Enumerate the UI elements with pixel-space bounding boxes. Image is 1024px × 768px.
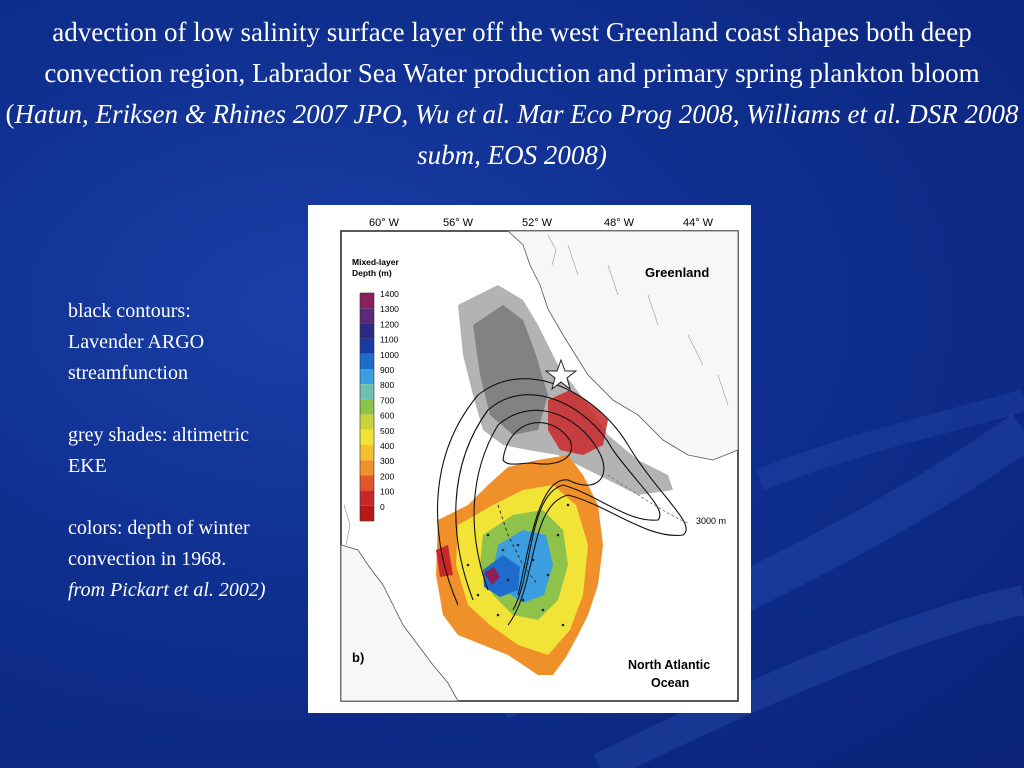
legend-level-label: 900 [380,365,394,375]
legend-level-label: 400 [380,441,394,451]
mld-legend: 1400130012001100100090080070060050040030… [359,289,399,522]
legend-swatch [360,353,374,369]
legend-level-label: 500 [380,426,394,436]
legend-level-label: 600 [380,411,394,421]
coast-detail [547,234,729,406]
caption-source: from Pickart et al. 2002) [68,579,266,601]
eke-shading-core [473,305,548,435]
legend-swatch [360,445,374,461]
legend-level-label: 1400 [380,289,399,299]
mld-field-1400 [484,567,500,585]
caption-line: grey shades: altimetric [68,424,250,446]
legend-level-label: 300 [380,456,394,466]
legend-title: Mixed-layer [352,257,399,267]
legend-level-label: 0 [380,502,385,512]
slide-title: advection of low salinity surface layer … [5,17,1019,170]
isobath-label: 3000 m [696,516,726,526]
dashed-contour [497,504,539,586]
mld-field-red [548,390,608,455]
legend-level-label: 1200 [380,319,399,329]
panel-label: b) [352,650,364,665]
lon-label: 44° W [683,217,714,229]
map-svg: 60° W 56° W 52° W 48° W 44° W [340,217,739,702]
labrador-sea-map-figure: 60° W 56° W 52° W 48° W 44° W [308,205,751,713]
isobath-3000m [607,474,689,524]
legend-swatch [360,293,374,309]
legend-level-label: 800 [380,380,394,390]
legend-swatch [360,460,374,476]
ocean-label: North Atlantic [628,658,710,672]
legend-swatch [360,384,374,400]
figure-caption: black contours: Lavender ARGO streamfunc… [68,296,308,606]
legend-swatch [360,369,374,385]
lon-label: 52° W [522,217,553,229]
legend-level-label: 100 [380,487,394,497]
star-icon [544,358,578,391]
legend-level-label: 1000 [380,350,399,360]
lon-label: 56° W [443,217,474,229]
caption-line: Lavender ARGO [68,331,205,353]
caption-line: convection in 1968. [68,548,227,570]
labrador-landmass [340,544,459,702]
argo-streamfunction-contours [436,378,687,626]
greenland-label: Greenland [645,265,709,280]
legend-level-label: 200 [380,471,394,481]
legend-border [359,292,375,522]
legend-swatch [360,308,374,324]
legend-swatch [360,399,374,415]
station-dots [466,503,570,627]
caption-line: streamfunction [68,362,188,384]
legend-swatch [360,505,374,521]
mld-field-1000 [483,555,520,597]
legend-swatch [360,323,374,339]
greenland-landmass [506,230,739,461]
caption-line: colors: depth of winter [68,517,250,539]
caption-line: black contours: [68,300,191,322]
mld-field-red [436,545,453,577]
legend-swatch [360,475,374,491]
legend-level-label: 1100 [380,335,399,345]
lon-label: 48° W [604,217,635,229]
coast-detail [343,504,351,546]
legend-title: Depth (m) [352,268,392,278]
legend-level-label: 700 [380,395,394,405]
legend-swatch [360,429,374,445]
legend-swatch [360,414,374,430]
ocean-label: Ocean [651,676,689,690]
lon-label: 60° W [369,217,400,229]
legend-swatch [360,338,374,354]
legend-swatch [360,490,374,506]
slide-title-citations: Hatun, Eriksen & Rhines 2007 JPO, Wu et … [14,99,1019,170]
caption-line: EKE [68,455,107,477]
legend-level-label: 1300 [380,304,399,314]
